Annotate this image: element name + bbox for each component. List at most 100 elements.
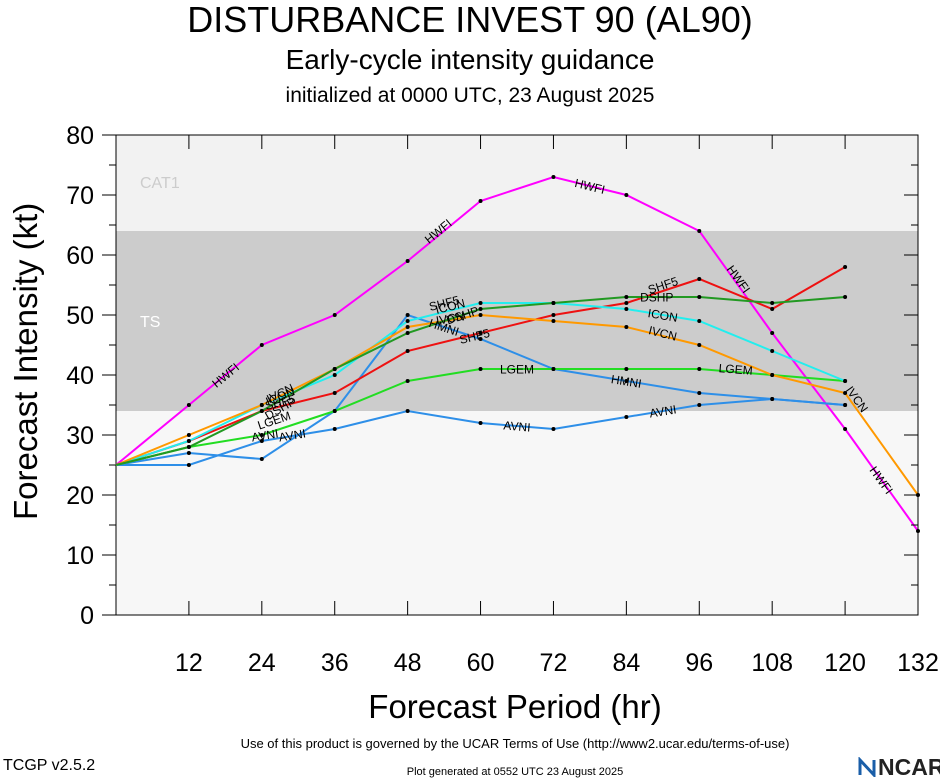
x-tick-label: 72: [540, 649, 568, 677]
data-point-avni: [478, 421, 483, 425]
y-tick-label: 40: [66, 362, 94, 390]
series-label-avni: AVNI: [250, 426, 279, 444]
x-tick-label: 36: [321, 649, 349, 677]
data-point-avni: [259, 439, 264, 443]
data-point-icon: [405, 319, 410, 323]
data-point-lgem: [332, 409, 337, 413]
data-point-ivcn: [843, 391, 848, 395]
version-label: TCGP v2.5.2: [3, 757, 96, 774]
data-point-hwfi: [405, 259, 410, 263]
data-point-lgem: [478, 367, 483, 371]
data-point-lgem: [405, 379, 410, 383]
data-point-hwfi: [332, 313, 337, 317]
chart-subtitle: Early-cycle intensity guidance: [285, 44, 655, 75]
data-point-icon: [697, 319, 702, 323]
chart-title: DISTURBANCE INVEST 90 (AL90): [187, 0, 753, 40]
model-series: [115, 175, 920, 533]
series-label-avni: AVNI: [278, 426, 307, 444]
data-point-shf5: [770, 307, 775, 311]
data-point-dshp: [697, 295, 702, 299]
series-label-text: AVNI: [250, 426, 279, 444]
band-label-ts: TS: [140, 314, 160, 331]
initialization-time: initialized at 0000 UTC, 23 August 2025: [285, 84, 655, 107]
series-label-dshp: DSHP: [640, 291, 673, 305]
axes: 0 10 20 30 40 50 60 70 80 12 24 36 48 60 72 84 96 108 120 1…: [66, 122, 939, 677]
data-point-hmni: [697, 391, 702, 395]
data-point-hwfi: [624, 193, 629, 197]
band-cat1: [116, 135, 918, 231]
y-axis-label: Forecast Intensity (kt): [7, 202, 44, 520]
data-point-shf5: [843, 265, 848, 269]
x-tick-label: 48: [394, 649, 422, 677]
x-tick-label: 60: [467, 649, 495, 677]
data-point-dshp: [624, 295, 629, 299]
y-tick-label: 60: [66, 242, 94, 270]
data-point-shf5: [405, 349, 410, 353]
data-point-icon: [186, 439, 191, 443]
x-axis-label: Forecast Period (hr): [368, 688, 662, 725]
series-label-text: IVCN: [435, 309, 466, 327]
data-point-lgem: [624, 367, 629, 371]
ncar-logo: NCAR: [858, 755, 940, 780]
x-tick-label: 96: [685, 649, 713, 677]
data-point-icon: [478, 301, 483, 305]
data-point-hwfi: [770, 331, 775, 335]
data-point-hmni: [478, 337, 483, 341]
data-point-hmni: [843, 403, 848, 407]
ncar-logo-text: NCAR: [878, 754, 940, 780]
generated-timestamp: Plot generated at 0552 UTC 23 August 202…: [406, 766, 624, 778]
x-tick-label: 24: [248, 649, 276, 677]
data-point-hwfi: [478, 199, 483, 203]
data-point-icon: [843, 379, 848, 383]
data-point-ivcn: [697, 343, 702, 347]
series-label-icon: ICON: [434, 296, 466, 317]
data-point-hmni: [624, 379, 629, 383]
series-line-hwfi: [115, 175, 919, 532]
series-label-text: LGEM: [718, 361, 753, 378]
data-point-hmni: [770, 397, 775, 401]
data-point-hmni: [405, 313, 410, 317]
y-tick-label: 70: [66, 182, 94, 210]
data-point-dshp: [843, 295, 848, 299]
series-label-hmni: HMNI: [610, 372, 643, 391]
intensity-bands: TS CAT1: [116, 135, 918, 615]
data-point-icon: [332, 373, 337, 377]
plot-background: [116, 411, 918, 615]
data-point-shf5: [332, 391, 337, 395]
series-label-avni: AVNI: [648, 402, 677, 420]
series-label-text: AVNI: [278, 426, 307, 444]
data-point-avni: [624, 415, 629, 419]
series-label-lgem: LGEM: [500, 363, 534, 377]
data-point-dshp: [405, 331, 410, 335]
data-point-dshp: [332, 367, 337, 371]
data-point-shf5: [551, 313, 556, 317]
data-point-hwfi: [259, 343, 264, 347]
data-point-avni: [405, 409, 410, 413]
series-label-text: HMNI: [610, 372, 643, 391]
series-line-ivcn: [115, 313, 919, 496]
data-point-icon: [624, 307, 629, 311]
ncar-logo-mark: [858, 757, 876, 777]
data-point-shf5: [697, 277, 702, 281]
data-point-ivcn: [770, 373, 775, 377]
y-tick-label: 30: [66, 422, 94, 450]
series-label-text: ICON: [434, 296, 466, 317]
series-label-icon: ICON: [647, 306, 679, 325]
data-point-ivcn: [478, 313, 483, 317]
y-tick-label: 10: [66, 542, 94, 570]
y-tick-label: 80: [66, 122, 94, 150]
data-point-icon: [770, 349, 775, 353]
series-label-lgem: LGEM: [718, 361, 753, 378]
y-tick-label: 50: [66, 302, 94, 330]
series-label-ivcn: IVCN: [435, 309, 466, 327]
data-point-lgem: [551, 367, 556, 371]
data-point-lgem: [697, 367, 702, 371]
data-point-ivcn: [551, 319, 556, 323]
data-point-avni: [697, 403, 702, 407]
data-point-dshp: [478, 307, 483, 311]
data-point-shf5: [624, 301, 629, 305]
data-point-hwfi: [697, 229, 702, 233]
y-tick-label: 0: [80, 602, 94, 630]
x-tick-label: 120: [824, 649, 866, 677]
